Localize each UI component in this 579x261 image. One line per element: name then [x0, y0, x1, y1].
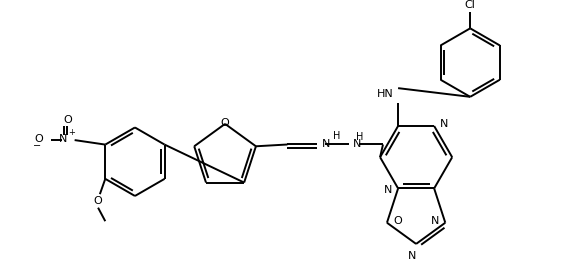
Text: N: N: [408, 251, 417, 261]
Text: N: N: [59, 134, 67, 144]
Text: O: O: [94, 196, 102, 206]
Text: O: O: [393, 216, 402, 226]
Text: H: H: [334, 131, 340, 141]
Text: HN: HN: [377, 90, 394, 99]
Text: N: N: [439, 119, 448, 129]
Text: +: +: [68, 128, 75, 137]
Text: O: O: [63, 115, 72, 125]
Text: N: N: [322, 139, 330, 150]
Text: O: O: [221, 118, 229, 128]
Text: H: H: [356, 132, 363, 142]
Text: O: O: [34, 134, 43, 144]
Text: −: −: [33, 141, 41, 151]
Text: N: N: [353, 139, 362, 150]
Text: N: N: [384, 185, 393, 195]
Text: N: N: [431, 216, 439, 226]
Text: Cl: Cl: [465, 0, 475, 10]
